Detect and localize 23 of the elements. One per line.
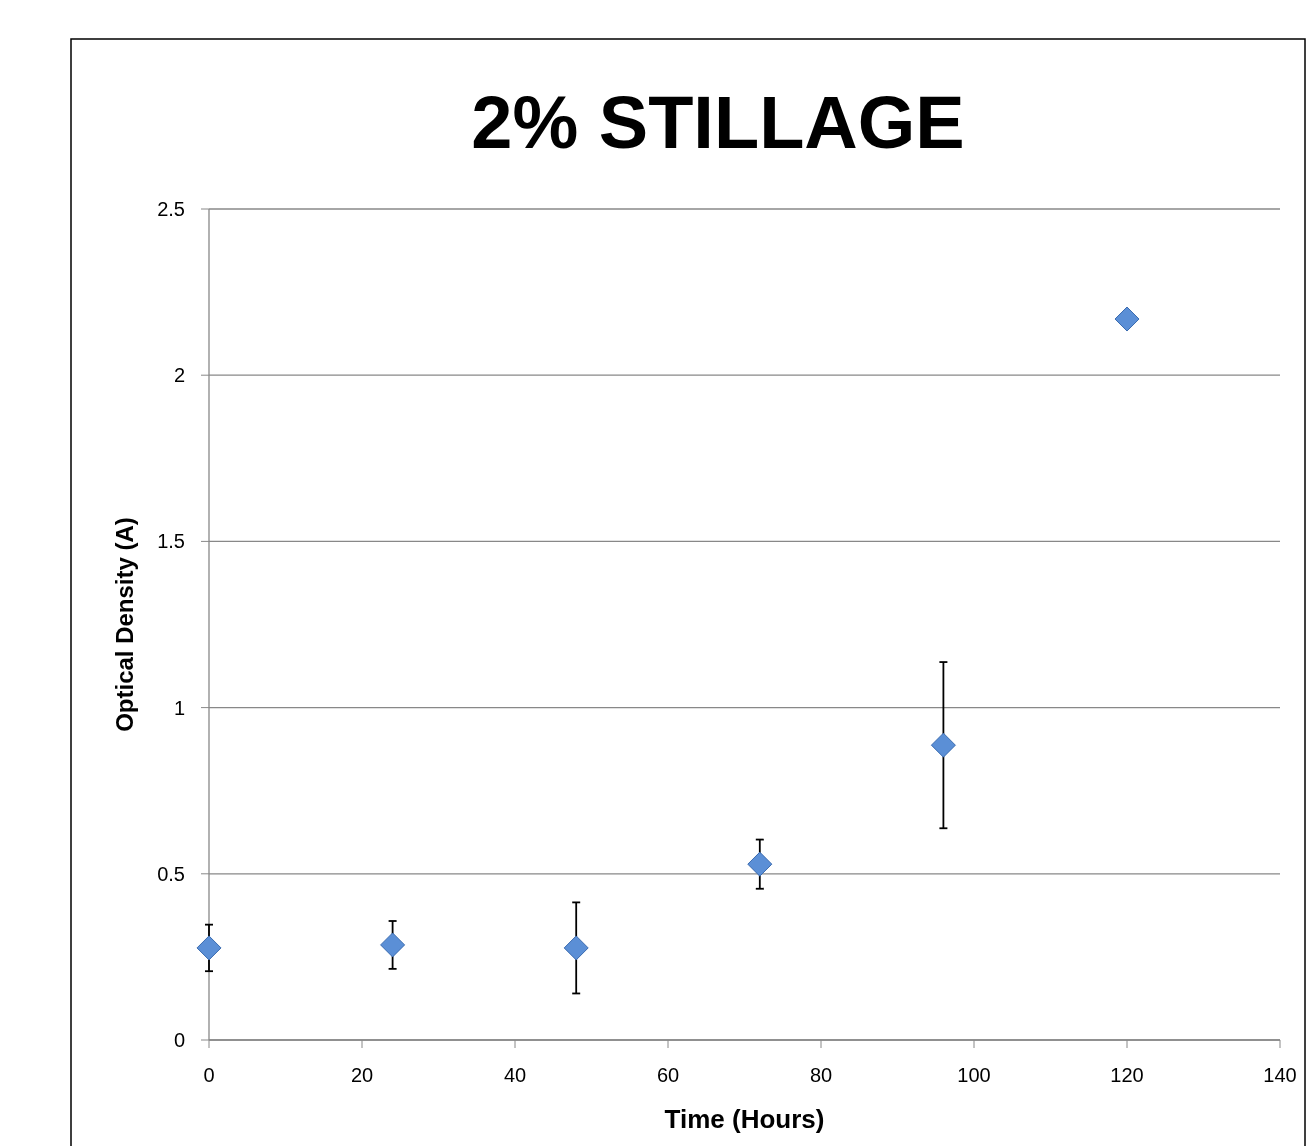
x-tick-label: 140: [1263, 1064, 1297, 1086]
y-tick-label: 1.5: [157, 530, 185, 553]
point: [196, 935, 222, 961]
x-tick-label: 60: [656, 1064, 680, 1086]
y-tick-label: 1: [173, 696, 185, 719]
y-tick-label: 2.5: [157, 198, 185, 220]
y-tick-label: 0.5: [157, 862, 185, 885]
point: [930, 732, 956, 758]
x-axis-title: Time (Hours): [664, 1104, 825, 1134]
point: [563, 935, 589, 961]
y-tick-label: 2: [173, 364, 185, 387]
x-tick-label: 0: [203, 1064, 215, 1086]
x-tick-label: 80: [809, 1064, 833, 1086]
point: [1114, 306, 1140, 332]
y-axis-title: Optical Density (A): [111, 517, 138, 732]
chart-title: 2% STILLAGE: [471, 81, 965, 164]
point: [747, 851, 773, 877]
y-tick-label: 0: [173, 1029, 185, 1051]
x-tick-label: 120: [1110, 1064, 1144, 1086]
x-tick-label: 20: [350, 1064, 374, 1086]
x-tick-label: 40: [503, 1064, 527, 1086]
x-tick-label: 100: [957, 1064, 991, 1086]
point: [380, 932, 406, 958]
